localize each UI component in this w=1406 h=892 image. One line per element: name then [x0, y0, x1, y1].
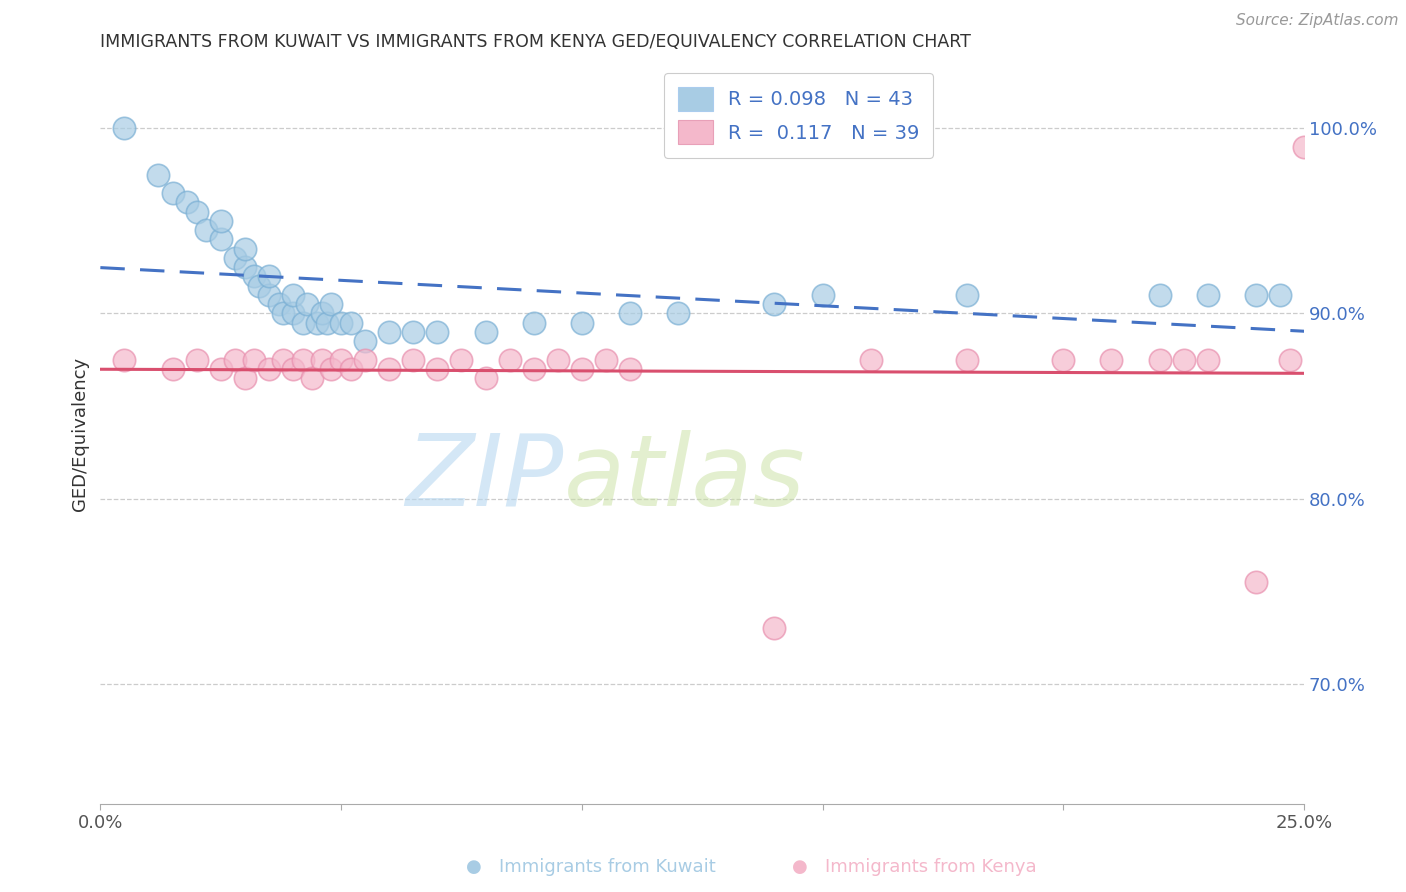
- Point: [233, 242, 256, 256]
- Point: [305, 316, 328, 330]
- Text: ●   Immigrants from Kuwait: ● Immigrants from Kuwait: [465, 858, 716, 876]
- Point: [233, 371, 256, 385]
- Point: [378, 325, 401, 339]
- Point: [595, 352, 617, 367]
- Point: [426, 362, 449, 376]
- Point: [1244, 574, 1267, 589]
- Point: [162, 186, 184, 200]
- Point: [666, 306, 689, 320]
- Point: [523, 362, 546, 376]
- Point: [859, 352, 882, 367]
- Point: [1149, 352, 1171, 367]
- Point: [402, 352, 425, 367]
- Point: [339, 362, 361, 376]
- Point: [1149, 288, 1171, 302]
- Point: [956, 288, 979, 302]
- Point: [474, 325, 496, 339]
- Text: ZIP: ZIP: [405, 430, 564, 526]
- Point: [619, 362, 641, 376]
- Point: [273, 306, 295, 320]
- Point: [619, 306, 641, 320]
- Point: [311, 306, 333, 320]
- Text: ●   Immigrants from Kenya: ● Immigrants from Kenya: [792, 858, 1036, 876]
- Point: [281, 288, 304, 302]
- Point: [1294, 140, 1316, 154]
- Point: [330, 352, 353, 367]
- Point: [571, 316, 593, 330]
- Point: [257, 288, 280, 302]
- Point: [523, 316, 546, 330]
- Point: [243, 269, 266, 284]
- Point: [315, 316, 337, 330]
- Point: [186, 204, 208, 219]
- Point: [247, 278, 270, 293]
- Point: [763, 621, 786, 635]
- Point: [1173, 352, 1195, 367]
- Point: [209, 232, 232, 246]
- Point: [426, 325, 449, 339]
- Point: [273, 352, 295, 367]
- Point: [321, 362, 343, 376]
- Point: [297, 297, 319, 311]
- Point: [291, 316, 314, 330]
- Point: [233, 260, 256, 274]
- Text: atlas: atlas: [564, 430, 806, 526]
- Text: Source: ZipAtlas.com: Source: ZipAtlas.com: [1236, 13, 1399, 29]
- Point: [1052, 352, 1074, 367]
- Point: [811, 288, 834, 302]
- Point: [1278, 352, 1301, 367]
- Point: [112, 352, 135, 367]
- Point: [112, 121, 135, 136]
- Point: [195, 223, 218, 237]
- Point: [209, 362, 232, 376]
- Point: [402, 325, 425, 339]
- Point: [311, 352, 333, 367]
- Point: [321, 297, 343, 311]
- Point: [267, 297, 290, 311]
- Point: [301, 371, 323, 385]
- Point: [146, 168, 169, 182]
- Point: [474, 371, 496, 385]
- Point: [1197, 352, 1219, 367]
- Point: [956, 352, 979, 367]
- Point: [330, 316, 353, 330]
- Point: [571, 362, 593, 376]
- Point: [224, 352, 246, 367]
- Point: [339, 316, 361, 330]
- Point: [243, 352, 266, 367]
- Point: [1268, 288, 1291, 302]
- Point: [257, 362, 280, 376]
- Point: [1197, 288, 1219, 302]
- Y-axis label: GED/Equivalency: GED/Equivalency: [72, 357, 89, 511]
- Point: [186, 352, 208, 367]
- Point: [281, 306, 304, 320]
- Point: [354, 352, 377, 367]
- Point: [176, 195, 198, 210]
- Point: [450, 352, 472, 367]
- Legend: R = 0.098   N = 43, R =  0.117   N = 39: R = 0.098 N = 43, R = 0.117 N = 39: [664, 73, 934, 158]
- Point: [354, 334, 377, 348]
- Point: [1101, 352, 1123, 367]
- Point: [763, 297, 786, 311]
- Point: [291, 352, 314, 367]
- Point: [224, 251, 246, 265]
- Text: IMMIGRANTS FROM KUWAIT VS IMMIGRANTS FROM KENYA GED/EQUIVALENCY CORRELATION CHAR: IMMIGRANTS FROM KUWAIT VS IMMIGRANTS FRO…: [100, 33, 972, 51]
- Point: [1244, 288, 1267, 302]
- Point: [378, 362, 401, 376]
- Point: [209, 214, 232, 228]
- Point: [547, 352, 569, 367]
- Point: [498, 352, 520, 367]
- Point: [257, 269, 280, 284]
- Point: [281, 362, 304, 376]
- Point: [162, 362, 184, 376]
